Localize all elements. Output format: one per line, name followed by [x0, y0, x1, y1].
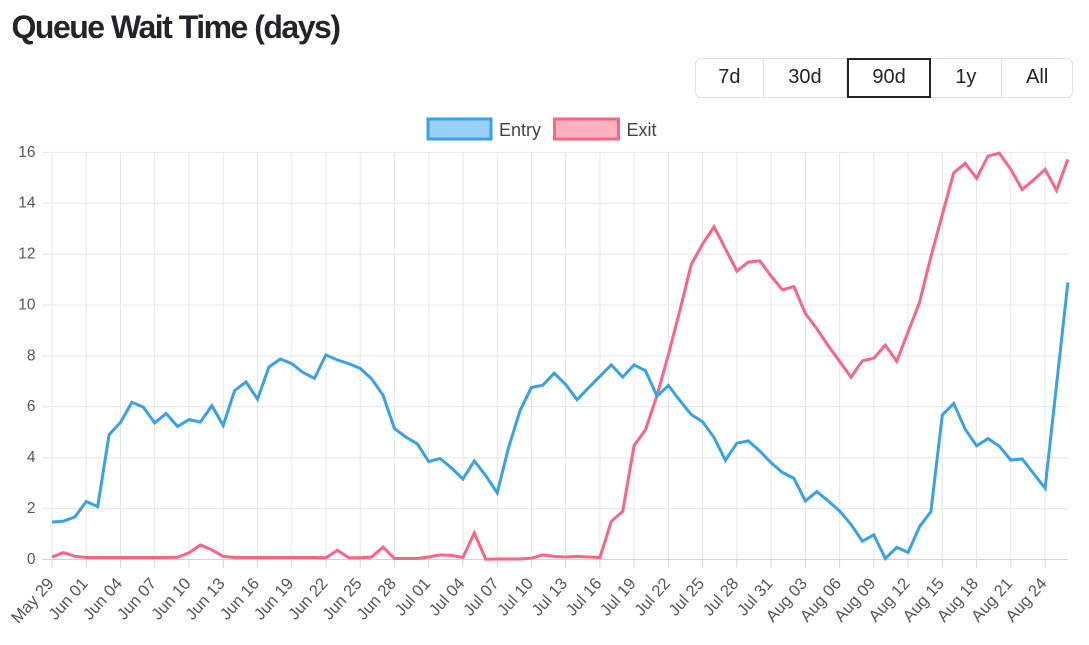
- svg-text:Jul 19: Jul 19: [597, 575, 640, 620]
- svg-text:8: 8: [27, 347, 36, 364]
- svg-text:May 29: May 29: [8, 575, 58, 627]
- svg-text:14: 14: [18, 195, 36, 212]
- svg-text:Entry: Entry: [499, 120, 541, 140]
- svg-text:6: 6: [27, 398, 36, 415]
- svg-text:Exit: Exit: [627, 120, 657, 140]
- svg-text:Jul 01: Jul 01: [391, 575, 434, 620]
- svg-text:2: 2: [27, 500, 36, 517]
- svg-text:10: 10: [18, 297, 36, 314]
- svg-text:0: 0: [27, 551, 36, 568]
- svg-text:Jul 16: Jul 16: [563, 575, 606, 620]
- svg-text:Jul 04: Jul 04: [426, 575, 469, 620]
- svg-text:12: 12: [18, 246, 35, 263]
- svg-text:Jul 22: Jul 22: [631, 575, 674, 620]
- svg-text:16: 16: [18, 144, 35, 161]
- svg-text:Jul 07: Jul 07: [460, 575, 503, 620]
- svg-text:4: 4: [27, 449, 36, 466]
- svg-text:Jul 10: Jul 10: [494, 575, 537, 620]
- svg-text:Jul 13: Jul 13: [528, 575, 571, 620]
- svg-text:Jul 28: Jul 28: [700, 575, 743, 620]
- svg-text:Jul 25: Jul 25: [665, 575, 708, 620]
